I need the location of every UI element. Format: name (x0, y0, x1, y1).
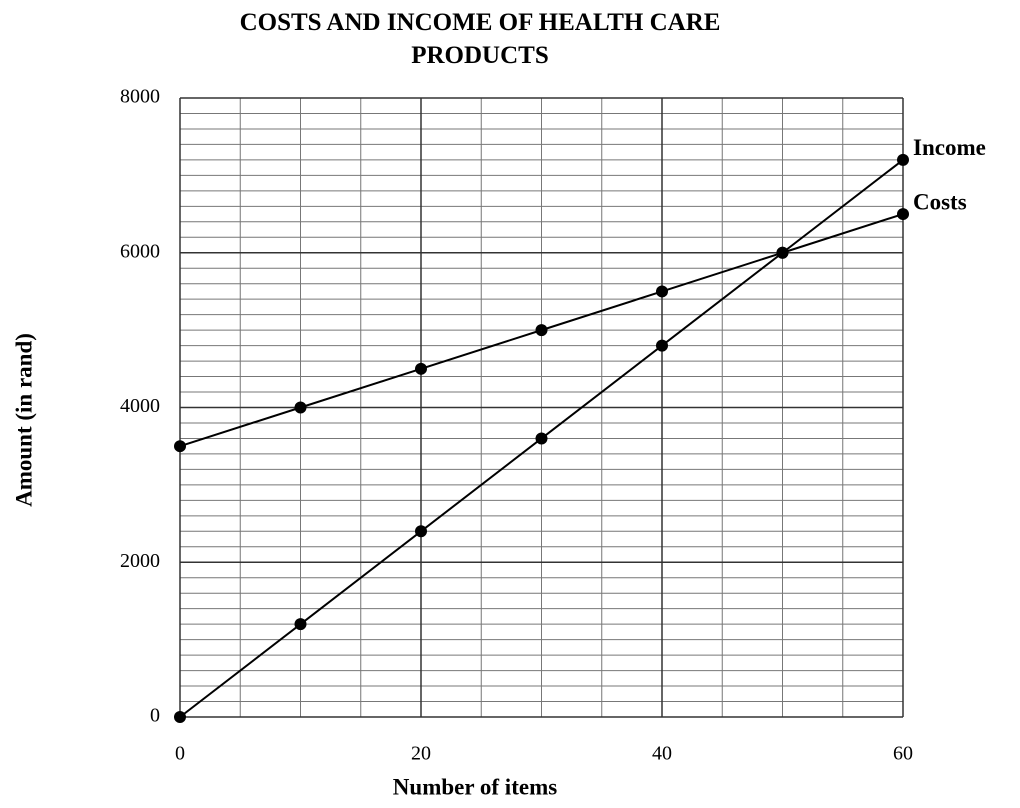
y-tick-label: 4000 (120, 395, 160, 417)
series-label: Costs (913, 189, 967, 214)
data-point (656, 339, 668, 352)
data-point (415, 362, 427, 375)
x-tick-label: 40 (652, 743, 672, 765)
data-point (897, 153, 909, 166)
data-point (897, 208, 909, 221)
y-axis-label: Amount (in rand) (11, 333, 36, 507)
data-point (415, 525, 427, 538)
data-point (535, 432, 548, 445)
x-tick-label: 60 (893, 743, 913, 765)
data-point (294, 401, 307, 414)
x-tick-label: 20 (411, 743, 431, 765)
chart-title: COSTS AND INCOME OF HEALTH CARE PRODUCTS (239, 9, 721, 69)
data-point (174, 440, 186, 453)
data-point (294, 618, 307, 631)
x-axis-label: Number of items (393, 774, 557, 799)
data-point (535, 324, 548, 337)
data-point (656, 285, 668, 298)
y-tick-label: 8000 (120, 86, 160, 108)
y-tick-label: 2000 (120, 550, 160, 572)
x-tick-label: 0 (175, 743, 185, 765)
data-point (776, 246, 789, 259)
series-label: Income (913, 135, 986, 160)
y-tick-label: 0 (150, 705, 160, 727)
data-point (174, 711, 186, 723)
y-tick-label: 6000 (120, 240, 160, 262)
